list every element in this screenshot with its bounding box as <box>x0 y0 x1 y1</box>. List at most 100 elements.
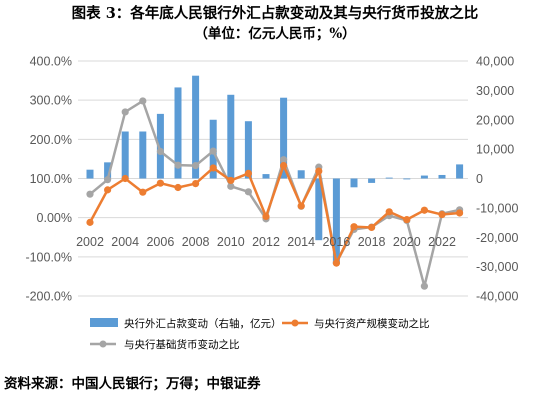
x-tick-label: 2010 <box>217 235 245 249</box>
gray-series-point <box>209 147 217 155</box>
right-tick-label: 30,000 <box>476 84 514 98</box>
bar <box>420 175 428 179</box>
bar <box>174 87 182 179</box>
orange-series-point <box>121 174 129 183</box>
bar <box>227 94 235 179</box>
right-tick-label: 40,000 <box>476 55 514 69</box>
right-tick-label: -30,000 <box>476 260 518 274</box>
x-tick-label: 2022 <box>428 235 456 249</box>
orange-series-point <box>350 223 358 231</box>
legend-swatch-orange-marker <box>291 319 299 327</box>
bar <box>315 178 323 241</box>
gray-series-point <box>156 147 164 156</box>
legend-swatch-bar <box>90 318 118 327</box>
orange-series-point <box>262 212 270 221</box>
orange-series-point <box>315 167 323 175</box>
x-axis-tick-labels: 2002 2004 2006 2008 2010 2012 2014 2016 2018 2020… <box>76 235 456 249</box>
x-tick-label: 2018 <box>358 235 386 249</box>
gray-series-point <box>174 161 182 169</box>
x-tick-label: 2016 <box>322 235 350 249</box>
x-tick-label: 2002 <box>76 235 104 249</box>
x-tick-label: 2004 <box>111 235 139 249</box>
gray-series-point <box>420 282 428 290</box>
x-tick-label: 2008 <box>182 235 210 249</box>
left-tick-label: 400.0% <box>30 55 72 69</box>
bar <box>350 178 358 188</box>
left-tick-label: 200.0% <box>30 133 72 147</box>
orange-series-point <box>385 208 393 216</box>
gray-series-point <box>121 108 129 116</box>
legend-item-bar: 央行外汇占款变动（右轴，亿元） <box>90 317 282 330</box>
bar <box>192 75 200 179</box>
legend-item-gray: 与央行基础货币变动之比 <box>90 338 240 351</box>
orange-series-point <box>86 218 94 226</box>
orange-series-point <box>227 176 235 185</box>
orange-series-line <box>88 164 460 265</box>
orange-series-point <box>209 164 217 172</box>
gray-series-point <box>86 190 94 198</box>
chart-subtitle: （单位：亿元人民币；%） <box>194 25 355 42</box>
orange-series-point <box>139 188 147 196</box>
left-tick-label: -100.0% <box>25 250 72 264</box>
right-tick-label: 20,000 <box>476 113 514 127</box>
legend: 央行外汇占款变动（右轴，亿元） 与央行资产规模变动之比 与央行基础货币变动之比 <box>90 317 430 351</box>
legend-label-bar: 央行外汇占款变动（右轴，亿元） <box>124 317 282 330</box>
bar <box>297 170 305 179</box>
orange-series-point <box>403 216 411 224</box>
orange-series-point <box>174 183 182 192</box>
bar <box>86 169 94 179</box>
left-tick-label: 300.0% <box>30 94 72 108</box>
orange-series-point <box>368 223 376 232</box>
orange-series-point <box>420 206 428 214</box>
orange-series-point <box>456 209 464 217</box>
left-tick-label: 0.00% <box>37 211 72 225</box>
legend-label-gray: 与央行基础货币变动之比 <box>124 338 240 351</box>
bar <box>280 97 288 179</box>
right-tick-label: -10,000 <box>476 201 518 215</box>
x-tick-label: 2014 <box>287 235 315 249</box>
x-tick-label: 2020 <box>393 235 421 249</box>
chart-title: 图表 3：各年底人民银行外汇占款变动及其与央行货币投放之比 <box>72 4 479 22</box>
gray-series-point <box>192 161 200 170</box>
right-tick-label: -40,000 <box>476 290 518 304</box>
orange-series-point <box>438 210 446 219</box>
legend-item-orange: 与央行资产规模变动之比 <box>282 317 430 330</box>
bar <box>104 162 112 179</box>
bar-series-fx-change <box>86 75 464 264</box>
orange-series-point <box>280 161 288 170</box>
bar <box>456 164 464 179</box>
gray-series-point <box>244 188 252 196</box>
bar <box>139 131 147 179</box>
left-tick-label: -200.0% <box>25 290 72 304</box>
gray-series-point <box>139 97 147 105</box>
orange-series-point <box>192 179 200 188</box>
bar <box>332 178 340 264</box>
x-tick-label: 2006 <box>146 235 174 249</box>
bar <box>438 174 446 179</box>
right-tick-label: 0 <box>476 172 483 186</box>
orange-series-point <box>244 169 252 178</box>
line-series <box>86 97 464 290</box>
x-tick-label: 2012 <box>252 235 280 249</box>
orange-series-point <box>156 179 164 187</box>
gray-series-point <box>104 176 112 184</box>
bar <box>403 178 411 180</box>
gray-series-point <box>280 156 288 164</box>
left-tick-label: 100.0% <box>30 172 72 186</box>
orange-series-point <box>104 186 112 194</box>
legend-swatch-gray-marker <box>99 340 107 348</box>
gray-series-point <box>227 182 235 190</box>
orange-series-point <box>297 202 305 210</box>
bar <box>368 178 376 183</box>
bar <box>244 121 252 179</box>
source-note: 资料来源：中国人民银行；万得；中银证券 <box>4 375 261 392</box>
bar <box>385 177 393 179</box>
bar <box>262 174 270 179</box>
right-tick-label: -20,000 <box>476 231 518 245</box>
right-tick-label: 10,000 <box>476 143 514 157</box>
bar <box>121 131 129 179</box>
right-axis-tick-labels: -40,000 -30,000 -20,000 -10,000 0 10,000 20,00… <box>476 55 518 304</box>
bar <box>156 113 164 179</box>
legend-label-orange: 与央行资产规模变动之比 <box>314 317 430 330</box>
